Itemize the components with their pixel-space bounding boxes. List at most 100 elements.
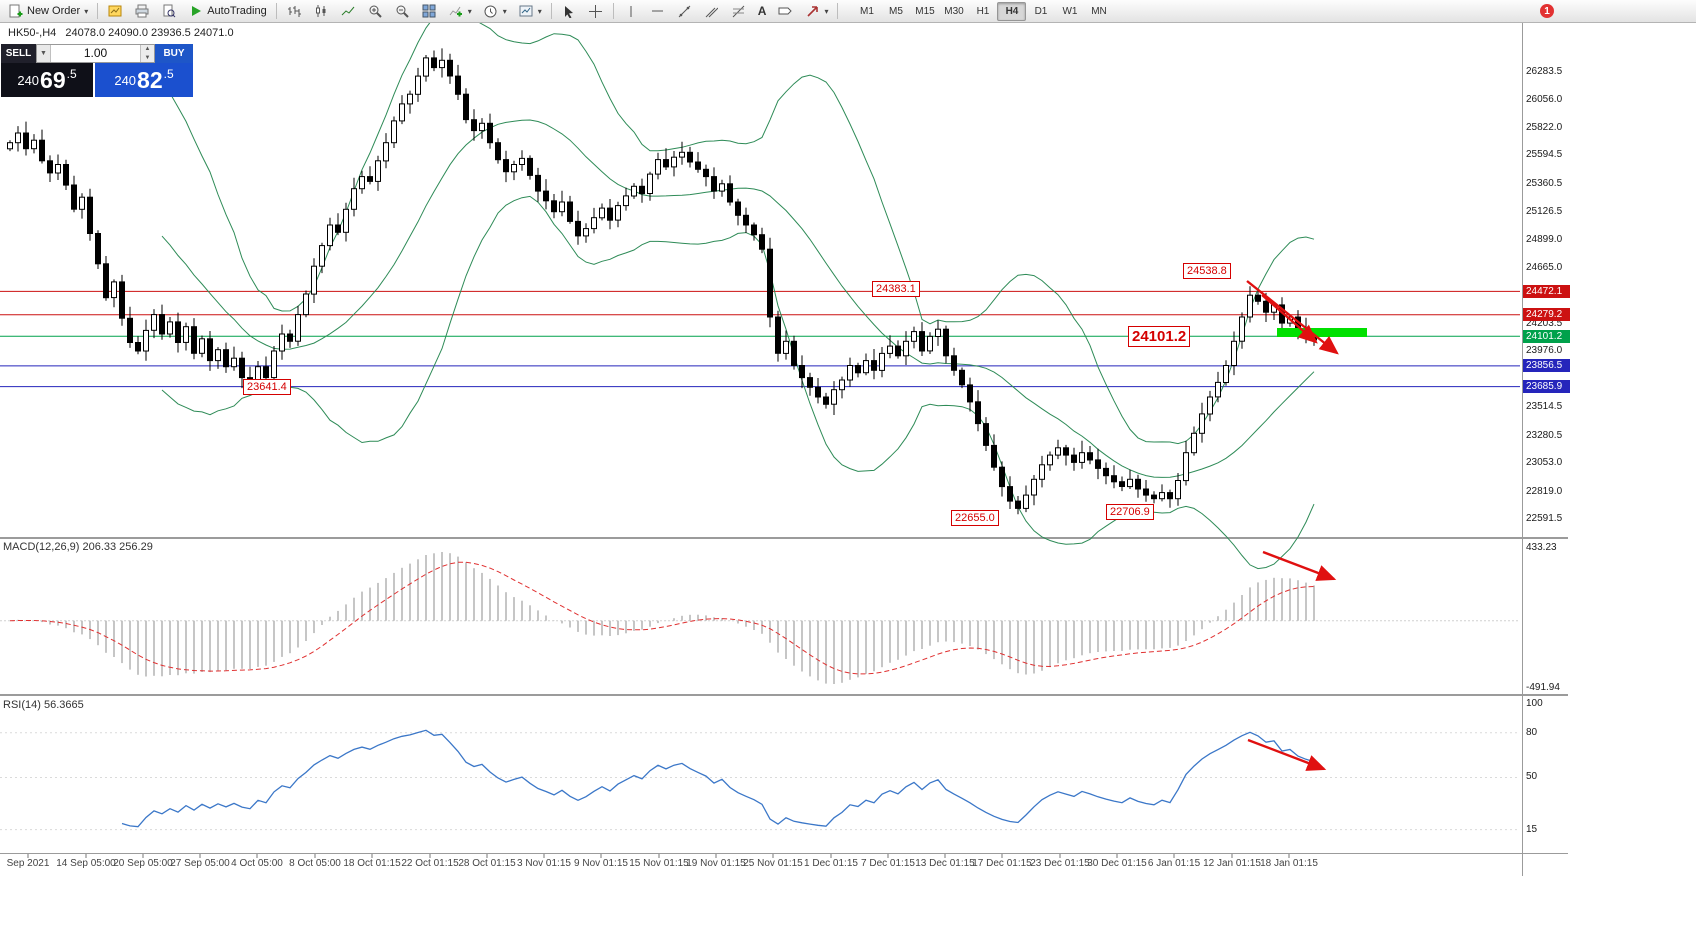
volume-stepper[interactable]: ▲ ▼ xyxy=(140,45,154,62)
channel-button[interactable] xyxy=(699,0,725,22)
chevron-down-icon: ▾ xyxy=(502,6,507,16)
price-axis-label: 22819.0 xyxy=(1526,485,1563,497)
bar-chart-button[interactable] xyxy=(281,0,307,22)
zoom-out-button[interactable] xyxy=(389,0,415,22)
price-axis-label: 24203.5 xyxy=(1526,317,1563,329)
fibonacci-button[interactable] xyxy=(726,0,752,22)
sell-price-big: 69 xyxy=(40,66,66,93)
macd-indicator-label: MACD(12,26,9) 206.33 256.29 xyxy=(3,541,153,553)
price-axis-tag: 24472.1 xyxy=(1523,284,1570,298)
line-chart-icon xyxy=(340,3,356,19)
time-axis-label: 28 Oct 01:15 xyxy=(458,858,516,869)
sell-price-pip: .5 xyxy=(66,67,77,81)
buy-price-prefix: 240 xyxy=(114,72,137,88)
chart-profile-button[interactable] xyxy=(102,0,128,22)
price-callout: 24101.2 xyxy=(1128,326,1191,347)
price-axis-label: 23514.5 xyxy=(1526,401,1563,413)
indicator-axis-label: 50 xyxy=(1526,771,1538,782)
notification-badge[interactable]: 1 xyxy=(1540,4,1554,18)
price-axis-tag: 24279.2 xyxy=(1523,308,1570,322)
price-axis-label: 23976.0 xyxy=(1526,345,1563,357)
trendline-button[interactable] xyxy=(672,0,698,22)
zoom-in-button[interactable] xyxy=(362,0,388,22)
time-axis-label: 13 Dec 01:15 xyxy=(915,858,975,869)
print-preview-button[interactable] xyxy=(156,0,182,22)
print-button[interactable] xyxy=(129,0,155,22)
chevron-down-icon: ▾ xyxy=(84,6,89,16)
time-axis-label: 23 Dec 01:15 xyxy=(1030,858,1090,869)
autotrading-play-icon xyxy=(188,3,204,19)
price-axis-tag: 23856.5 xyxy=(1523,359,1570,373)
timeframe-d1-button[interactable]: D1 xyxy=(1034,5,1048,17)
volume-input[interactable]: ▼ 1.00 ▲ ▼ xyxy=(36,44,155,63)
label-icon xyxy=(777,3,793,19)
volume-up-icon[interactable]: ▲ xyxy=(141,45,154,54)
timeframe-mn-button[interactable]: MN xyxy=(1091,5,1107,17)
profile-icon xyxy=(107,3,123,19)
price-axis-tag: 23685.9 xyxy=(1523,380,1570,394)
volume-dropdown-icon[interactable]: ▼ xyxy=(37,45,51,62)
templates-button[interactable]: ▾ xyxy=(513,0,547,22)
time-axis-label: 12 Jan 01:15 xyxy=(1203,858,1261,869)
text-button[interactable]: A xyxy=(753,0,772,22)
timeframe-m1-button[interactable]: M1 xyxy=(860,5,874,17)
shapes-button[interactable]: ▾ xyxy=(799,0,833,22)
sell-price-prefix: 240 xyxy=(17,72,40,88)
timeframe-h1-button[interactable]: H1 xyxy=(976,5,990,17)
trendline-icon xyxy=(677,3,693,19)
autotrading-button[interactable]: AutoTrading xyxy=(183,0,272,22)
timeframe-w1-button[interactable]: W1 xyxy=(1062,5,1078,17)
buy-price-pip: .5 xyxy=(163,67,174,81)
volume-down-icon[interactable]: ▼ xyxy=(141,53,154,62)
symbol-period-label: HK50-,H4 xyxy=(8,27,57,39)
price-axis-label: 25594.5 xyxy=(1526,149,1563,161)
sell-price[interactable]: 240 69.5 xyxy=(1,63,93,97)
price-axis-label: 25822.0 xyxy=(1526,121,1563,133)
tile-windows-button[interactable] xyxy=(416,0,442,22)
time-axis-label: 20 Sep 05:00 xyxy=(113,858,173,869)
fibonacci-icon xyxy=(731,3,747,19)
sell-button[interactable]: SELL xyxy=(1,44,36,63)
macd-panel[interactable] xyxy=(0,539,1522,694)
price-axis-tag: 24101.2 xyxy=(1523,329,1570,343)
time-axis-label: 18 Oct 01:15 xyxy=(343,858,401,869)
chevron-down-icon: ▾ xyxy=(467,6,472,16)
toolbar: New Order ▾ AutoTrading xyxy=(0,0,1696,23)
indicators-button[interactable]: ▾ xyxy=(443,0,477,22)
time-axis-label: 17 Dec 01:15 xyxy=(972,858,1032,869)
price-callout: 24383.1 xyxy=(872,281,920,297)
toolbar-separator xyxy=(97,3,99,19)
horizontal-line-button[interactable] xyxy=(645,0,671,22)
candlestick-chart-button[interactable] xyxy=(308,0,334,22)
new-order-button[interactable]: New Order ▾ xyxy=(3,0,93,22)
price-chart-panel[interactable] xyxy=(0,23,1522,537)
timeframe-m30-button[interactable]: M30 xyxy=(944,5,964,17)
timeframe-h4-button[interactable]: H4 xyxy=(997,1,1027,21)
price-axis-label: 23280.5 xyxy=(1526,429,1563,441)
timeframe-m5-button[interactable]: M5 xyxy=(889,5,903,17)
price-axis-label: 24665.0 xyxy=(1526,262,1563,273)
cursor-button[interactable] xyxy=(556,0,582,22)
buy-button[interactable]: BUY xyxy=(155,44,193,63)
time-axis-label: 25 Nov 01:15 xyxy=(743,858,803,869)
volume-value[interactable]: 1.00 xyxy=(83,46,108,60)
rsi-panel[interactable] xyxy=(0,696,1522,853)
periods-button[interactable]: ▾ xyxy=(478,0,512,22)
price-axis-label: 25126.5 xyxy=(1526,206,1563,218)
crosshair-button[interactable] xyxy=(583,0,609,22)
text-icon: A xyxy=(757,4,767,18)
buy-price[interactable]: 240 82.5 xyxy=(95,63,193,97)
price-callout: 24538.8 xyxy=(1183,263,1231,279)
price-callout: 22655.0 xyxy=(951,510,999,526)
chevron-down-icon: ▾ xyxy=(537,6,542,16)
indicator-axis-label: 433.23 xyxy=(1526,542,1557,553)
price-axis-label: 26056.0 xyxy=(1526,93,1563,105)
vertical-line-icon xyxy=(623,3,639,19)
time-axis-label: 4 Oct 05:00 xyxy=(231,858,283,869)
rsi-indicator-label: RSI(14) 56.3665 xyxy=(3,699,84,711)
vertical-line-button[interactable] xyxy=(618,0,644,22)
label-button[interactable] xyxy=(772,0,798,22)
ohlc-values: 24078.0 24090.0 23936.5 24071.0 xyxy=(65,27,234,39)
timeframe-m15-button[interactable]: M15 xyxy=(915,5,935,17)
line-chart-button[interactable] xyxy=(335,0,361,22)
